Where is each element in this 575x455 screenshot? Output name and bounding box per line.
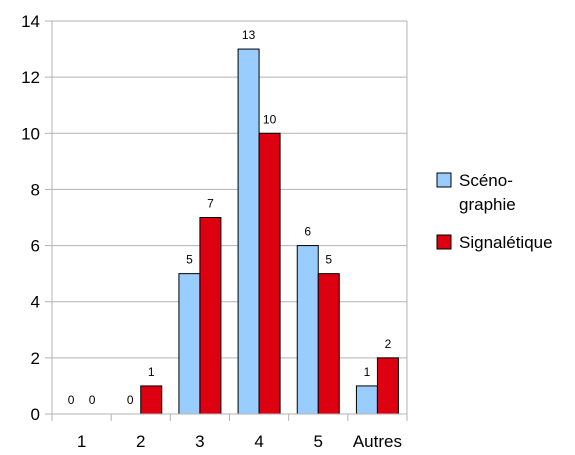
data-label: 1 (148, 365, 155, 379)
legend-swatch (436, 172, 452, 188)
x-tick-label: 3 (195, 432, 204, 451)
data-label: 0 (89, 393, 96, 407)
data-label: 5 (325, 253, 332, 267)
data-label: 2 (385, 337, 392, 351)
x-tick-label: 2 (136, 432, 145, 451)
data-label: 6 (304, 225, 311, 239)
y-tick-label: 2 (31, 349, 40, 368)
bars (140, 48, 399, 415)
y-tick-label: 0 (31, 405, 40, 424)
bar-series-2-3 (199, 217, 222, 415)
bar-series-2-5 (317, 273, 340, 415)
y-tick-label: 6 (31, 237, 40, 256)
y-tick-label: 14 (21, 12, 40, 31)
y-tick-label: 8 (31, 180, 40, 199)
x-tick-label: 4 (254, 432, 263, 451)
data-label: 5 (186, 253, 193, 267)
legend-label: graphie (459, 195, 516, 214)
data-label: 1 (364, 365, 371, 379)
bar-series-2-Autres (376, 357, 399, 415)
y-tick-label: 10 (21, 124, 40, 143)
y-tick-label: 12 (21, 68, 40, 87)
legend-label: Signalétique (459, 233, 553, 252)
legend-label: Scéno- (459, 171, 513, 190)
bar-series-1-4 (237, 48, 260, 415)
bar-series-1-3 (178, 273, 201, 415)
bar-series-2-2 (140, 385, 163, 415)
y-tick-label: 4 (31, 293, 40, 312)
bar-series-1-5 (296, 245, 319, 415)
data-label: 7 (207, 197, 214, 211)
legend-swatch (436, 234, 452, 250)
x-tick-label: Autres (353, 432, 402, 451)
data-label: 0 (68, 393, 75, 407)
bar-series-2-4 (258, 132, 281, 415)
x-tick-label: 1 (77, 432, 86, 451)
data-label: 10 (263, 112, 277, 126)
bar-series-1-Autres (355, 385, 378, 415)
data-label: 0 (127, 393, 134, 407)
grid (52, 20, 407, 359)
legend: Scéno-graphie Signalétique (436, 171, 553, 252)
data-label: 13 (242, 28, 256, 42)
x-tick-label: 5 (314, 432, 323, 451)
